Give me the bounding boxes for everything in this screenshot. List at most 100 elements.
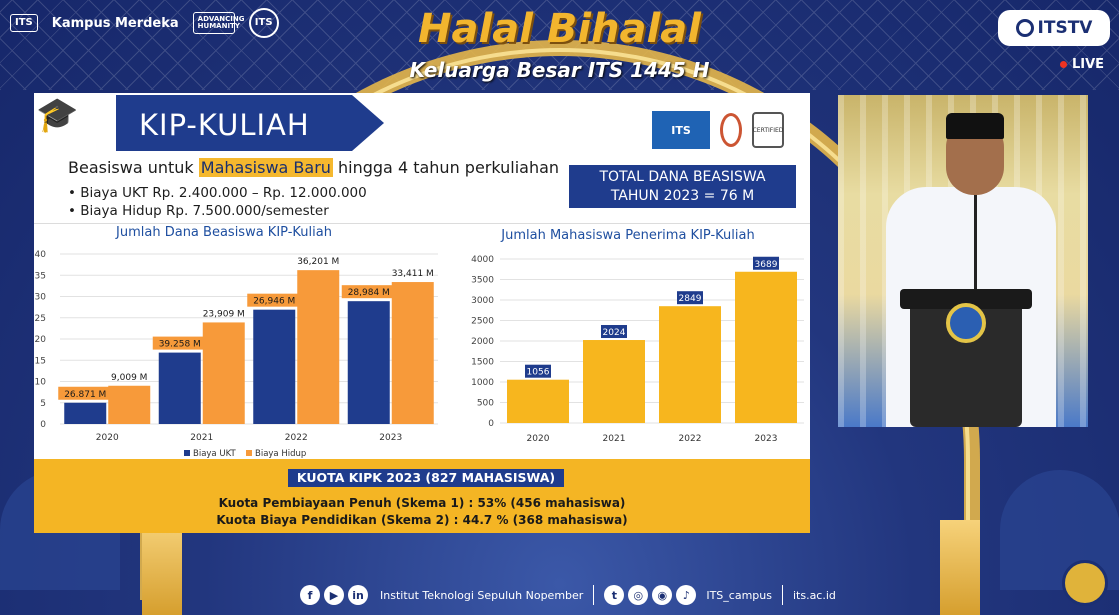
y-tick-label: 4000 bbox=[471, 255, 494, 265]
linkedin-icon[interactable]: in bbox=[348, 585, 368, 605]
data-label: 1056 bbox=[527, 368, 550, 378]
data-label-bg bbox=[601, 325, 627, 339]
youtube-icon[interactable]: ▶ bbox=[324, 585, 344, 605]
bar-recipients bbox=[583, 340, 645, 423]
bar-recipients bbox=[507, 379, 569, 423]
podium-top bbox=[900, 289, 1032, 309]
y-tick-label: 1500 bbox=[471, 358, 494, 368]
event-title: Halal Bihalal bbox=[418, 6, 701, 52]
its-seal-icon bbox=[1062, 560, 1108, 606]
y-tick-label: 15 bbox=[35, 356, 46, 366]
total-fund-box: TOTAL DANA BEASISWA TAHUN 2023 = 76 M bbox=[569, 165, 796, 208]
certified-logo: CERTIFIED bbox=[752, 112, 784, 148]
y-tick-label: 0 bbox=[488, 419, 494, 429]
podium-emblem-icon bbox=[946, 303, 986, 343]
live-indicator: LIVE bbox=[1060, 57, 1104, 72]
lead-highlight: Mahasiswa Baru bbox=[198, 158, 333, 177]
fund-chart: Jumlah Dana Beasiswa KIP-Kuliah051015202… bbox=[35, 225, 438, 459]
lead-prefix: Beasiswa untuk bbox=[68, 158, 199, 177]
its-logo: ITS bbox=[10, 14, 38, 32]
bar-biaya-hidup bbox=[391, 282, 434, 424]
instagram-icon[interactable]: ◎ bbox=[628, 585, 649, 605]
data-label: 23,909 M bbox=[203, 309, 245, 319]
bullet-item: • Biaya UKT Rp. 2.400.000 – Rp. 12.000.0… bbox=[68, 185, 367, 201]
bar-recipients bbox=[659, 306, 721, 423]
lead-suffix: hingga 4 tahun perkuliahan bbox=[332, 158, 560, 177]
y-tick-label: 2000 bbox=[471, 337, 494, 347]
event-subtitle: Keluarga Besar ITS 1445 H bbox=[409, 58, 710, 82]
data-label-bg bbox=[753, 256, 779, 270]
slide-divider bbox=[34, 223, 810, 224]
tiktok-icon[interactable]: ♪ bbox=[676, 585, 697, 605]
y-tick-label: 40 bbox=[35, 250, 47, 260]
data-label: 3689 bbox=[755, 260, 778, 270]
y-tick-label: 2500 bbox=[471, 317, 494, 327]
its-seal-icon bbox=[1015, 19, 1034, 37]
speaker-video bbox=[838, 95, 1088, 427]
y-tick-label: 20 bbox=[35, 335, 47, 345]
x-tick-label: 2023 bbox=[755, 434, 778, 443]
quota-title: KUOTA KIPK 2023 (827 MAHASISWA) bbox=[288, 469, 564, 487]
quota-line-1: Kuota Pembiayaan Penuh (Skema 1) : 53% (… bbox=[218, 496, 626, 510]
line-icon[interactable]: ◉ bbox=[652, 585, 673, 605]
advancing-humanity-logo: ADVANCING HUMANITY bbox=[192, 12, 244, 34]
facebook-icon[interactable]: f bbox=[300, 585, 320, 605]
y-tick-label: 25 bbox=[35, 314, 46, 324]
data-label-bg bbox=[152, 336, 207, 350]
microphone-icon bbox=[974, 195, 977, 295]
x-tick-label: 2021 bbox=[603, 434, 626, 443]
bar-biaya-ukt bbox=[64, 402, 107, 424]
y-tick-label: 10 bbox=[35, 378, 47, 388]
speaker-cap bbox=[946, 113, 1004, 139]
data-label-bg bbox=[247, 293, 302, 307]
twitter-icon[interactable]: t bbox=[604, 585, 625, 605]
x-tick-label: 2020 bbox=[96, 433, 119, 443]
x-tick-label: 2021 bbox=[190, 433, 213, 443]
partner-logos: ITS Kampus Merdeka ADVANCING HUMANITY IT… bbox=[10, 8, 279, 38]
footer-separator bbox=[593, 585, 595, 605]
y-tick-label: 3000 bbox=[471, 296, 494, 306]
presentation-slide: 🎓 KIP-KULIAH ITS CERTIFIED Beasiswa untu… bbox=[34, 93, 810, 533]
quota-line-2: Kuota Biaya Pendidikan (Skema 2) : 44.7 … bbox=[216, 513, 628, 527]
live-label: LIVE bbox=[1072, 57, 1105, 72]
scholarship-lead: Beasiswa untuk Mahasiswa Baru hingga 4 t… bbox=[68, 158, 559, 177]
data-label: 26,946 M bbox=[253, 297, 295, 307]
bullet-item: • Biaya Hidup Rp. 7.500.000/semester bbox=[68, 203, 329, 219]
recipients-chart: Jumlah Mahasiswa Penerima KIP-Kuliah 0 500… bbox=[471, 228, 804, 443]
data-label-bg bbox=[341, 285, 396, 299]
y-tick-label: 500 bbox=[477, 399, 494, 409]
slide-banner bbox=[116, 95, 384, 151]
legend-label: Biaya Hidup bbox=[255, 449, 306, 459]
pillar-right bbox=[940, 520, 980, 615]
data-label: 39.258 M bbox=[159, 340, 201, 350]
x-tick-label: 2020 bbox=[527, 434, 550, 443]
slide-logos: ITS CERTIFIED bbox=[652, 111, 784, 149]
y-tick-label: 35 bbox=[35, 271, 46, 281]
bar-biaya-ukt bbox=[158, 352, 201, 424]
bar-biaya-hidup bbox=[202, 322, 245, 424]
bar-biaya-ukt bbox=[347, 301, 390, 424]
bar-biaya-hidup bbox=[297, 270, 340, 424]
y-tick-label: 0 bbox=[40, 420, 46, 430]
x-tick-label: 2022 bbox=[679, 434, 702, 443]
quota-panel: KUOTA KIPK 2023 (827 MAHASISWA) Kuota Pe… bbox=[34, 459, 810, 533]
data-label: 2849 bbox=[679, 294, 702, 304]
kampus-merdeka-logo: Kampus Merdeka bbox=[51, 15, 179, 31]
legend-swatch bbox=[184, 450, 190, 456]
chart-title: Jumlah Dana Beasiswa KIP-Kuliah bbox=[115, 225, 332, 240]
data-label: 36,201 M bbox=[297, 257, 339, 267]
data-label-bg bbox=[58, 386, 113, 400]
graduation-cap-icon: 🎓 bbox=[36, 95, 79, 135]
footer-separator bbox=[781, 585, 783, 605]
footer-bar: f ▶ in Institut Teknologi Sepuluh Nopemb… bbox=[0, 580, 1119, 610]
data-label: 26.871 M bbox=[64, 390, 106, 400]
y-tick-label: 5 bbox=[40, 399, 46, 409]
award-logo-icon bbox=[720, 113, 742, 147]
footer-site: its.ac.id bbox=[792, 588, 836, 602]
x-tick-label: 2023 bbox=[379, 433, 402, 443]
bar-recipients bbox=[735, 271, 797, 423]
y-tick-label: 30 bbox=[35, 293, 47, 303]
bar-biaya-hidup bbox=[108, 385, 151, 424]
footer-handle: ITS_campus bbox=[706, 588, 772, 602]
pillar-left bbox=[142, 520, 182, 615]
